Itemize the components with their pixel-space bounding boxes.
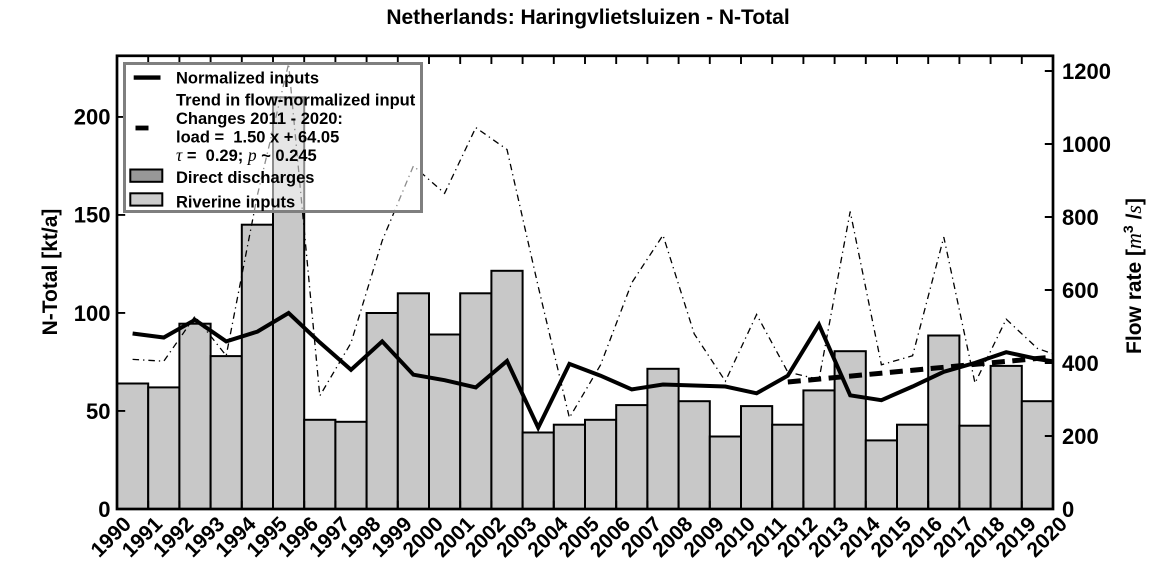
svg-text:0: 0 [98, 497, 110, 522]
svg-text:150: 150 [74, 203, 111, 228]
svg-text:Netherlands: Haringvlietsluize: Netherlands: Haringvlietsluizen - N-Tota… [386, 6, 789, 29]
svg-text:200: 200 [74, 105, 111, 130]
svg-text:600: 600 [1062, 278, 1099, 303]
svg-text:1200: 1200 [1062, 59, 1111, 84]
svg-text:Flow rate [m3 /s]: Flow rate [m3 /s] [1120, 198, 1146, 354]
svg-text:1000: 1000 [1062, 132, 1111, 157]
svg-text:N-Total [kt/a]: N-Total [kt/a] [39, 209, 62, 336]
svg-text:τ = 0.29; p ~ 0.245: τ = 0.29; p ~ 0.245 [176, 145, 317, 165]
svg-text:400: 400 [1062, 351, 1099, 376]
svg-text:Riverine inputs: Riverine inputs [176, 193, 295, 211]
svg-text:0: 0 [1062, 497, 1074, 522]
svg-text:Direct discharges: Direct discharges [176, 169, 314, 187]
svg-text:50: 50 [86, 399, 110, 424]
svg-text:Normalized inputs: Normalized inputs [176, 69, 319, 87]
svg-text:100: 100 [74, 301, 111, 326]
svg-text:200: 200 [1062, 424, 1099, 449]
svg-text:Trend in flow-normalized input: Trend in flow-normalized input [176, 91, 416, 109]
svg-text:load = 1.50 x + 64.05: load = 1.50 x + 64.05 [176, 129, 339, 147]
svg-text:Changes 2011 - 2020:: Changes 2011 - 2020: [176, 110, 343, 128]
svg-text:800: 800 [1062, 205, 1099, 230]
